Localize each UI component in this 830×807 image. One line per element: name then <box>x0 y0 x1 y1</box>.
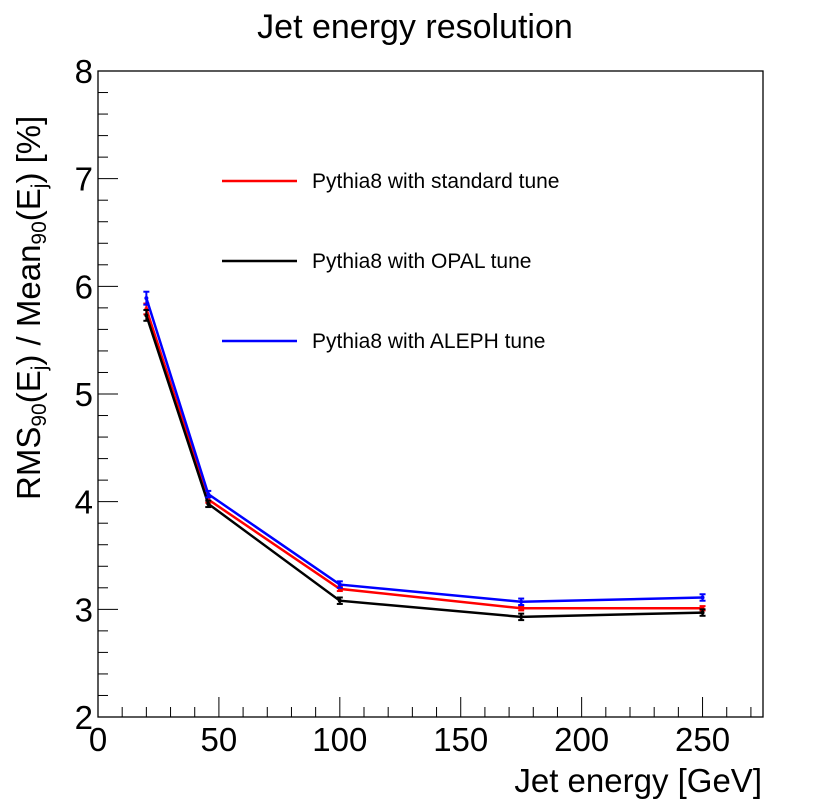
x-axis-ticks <box>97 697 752 717</box>
legend-label-standard: Pythia8 with standard tune <box>312 170 560 193</box>
chart-title: Jet energy resolution <box>257 8 573 46</box>
x-tick-label: 150 <box>433 721 488 758</box>
data-point <box>700 595 705 600</box>
data-point <box>519 599 524 604</box>
data-point <box>206 492 211 497</box>
y-tick-label: 7 <box>75 161 93 198</box>
y-tick-label: 6 <box>75 268 93 305</box>
legend-label-opal: Pythia8 with OPAL tune <box>312 250 531 273</box>
series-line-0 <box>145 308 703 610</box>
x-axis-tick-labels: 0 50 100 150 200 250 <box>89 721 730 758</box>
x-tick-label: 0 <box>89 721 107 758</box>
x-tick-label: 250 <box>675 721 730 758</box>
data-point <box>519 606 524 611</box>
data-point <box>337 598 342 603</box>
y-tick-label: 5 <box>75 376 93 413</box>
data-point <box>519 614 524 619</box>
data-point <box>337 582 342 587</box>
data-point <box>700 610 705 615</box>
series-line-1 <box>145 315 703 619</box>
legend-label-aleph: Pythia8 with ALEPH tune <box>312 330 545 353</box>
series-group <box>143 290 706 622</box>
y-tick-label: 4 <box>75 484 93 521</box>
legend: Pythia8 with standard tune Pythia8 with … <box>222 170 560 353</box>
x-tick-label: 50 <box>201 721 238 758</box>
x-axis-label: Jet energy [GeV] <box>514 762 762 799</box>
data-point <box>144 313 149 318</box>
data-point <box>144 296 149 301</box>
y-axis-ticks <box>98 70 118 718</box>
data-point <box>206 501 211 506</box>
x-tick-label: 200 <box>554 721 609 758</box>
y-tick-label: 8 <box>75 53 93 90</box>
x-tick-label: 100 <box>312 721 367 758</box>
y-axis-label: RMS90(Ej) / Mean90(Ej) [%] <box>10 116 51 500</box>
y-tick-label: 2 <box>75 699 93 736</box>
plot-frame <box>97 70 764 718</box>
y-tick-label: 3 <box>75 591 93 628</box>
y-axis-tick-labels: 2 3 4 5 6 7 8 <box>75 53 93 736</box>
